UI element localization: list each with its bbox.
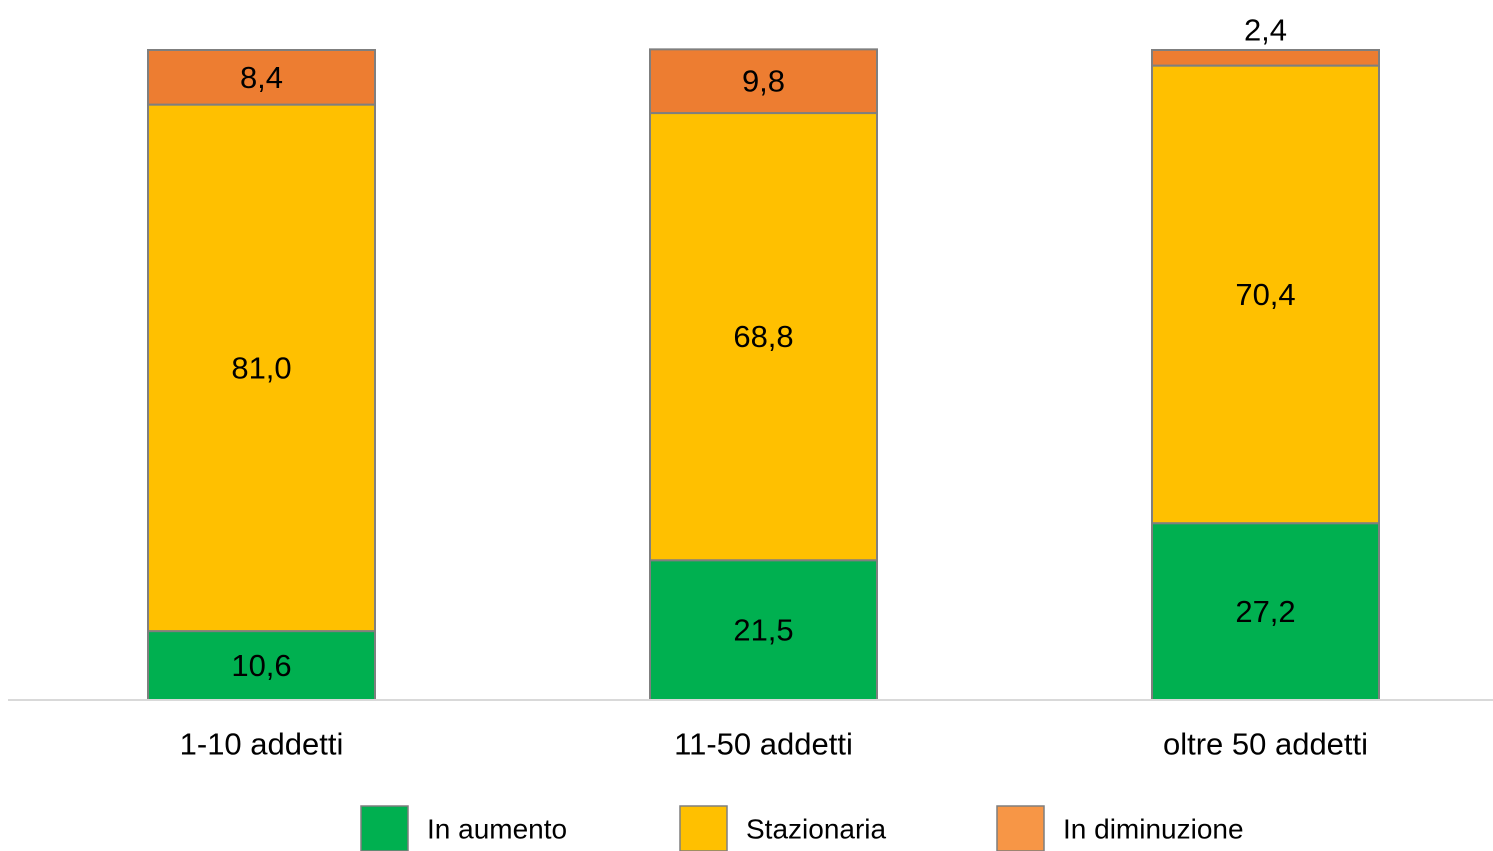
legend-label-in-aumento: In aumento (427, 814, 567, 845)
data-labels-layer: 10,6 81,0 8,4 21,5 68,8 9,8 27,2 70,4 2,4 (231, 13, 1295, 684)
data-label-stazionaria-1: 81,0 (231, 350, 291, 385)
x-tick-label-2: 11-50 addetti (674, 727, 853, 762)
data-label-in-aumento-3: 27,2 (1235, 594, 1295, 629)
bar-stazionaria-1 (147, 103, 376, 633)
data-label-in-aumento-2: 21,5 (733, 613, 793, 648)
bar-in-diminuzione-2 (649, 48, 878, 115)
legend: In aumento Stazionaria In diminuzione (360, 805, 1244, 851)
data-label-in-aumento-1: 10,6 (231, 648, 291, 683)
data-label-stazionaria-2: 68,8 (733, 319, 793, 354)
bar-in-aumento-2 (649, 559, 878, 701)
legend-swatch-in-aumento (360, 805, 409, 851)
bar-in-diminuzione-1 (147, 49, 376, 106)
bar-in-aumento-1 (147, 630, 376, 701)
bar-in-diminuzione-3 (1151, 49, 1380, 67)
data-label-in-diminuzione-2: 9,8 (742, 64, 785, 99)
bar-stazionaria-2 (649, 112, 878, 562)
data-label-stazionaria-3: 70,4 (1235, 277, 1295, 312)
bar-stazionaria-3 (1151, 64, 1380, 525)
data-label-in-diminuzione-1: 8,4 (240, 60, 283, 95)
x-tick-label-1: 1-10 addetti (180, 727, 344, 762)
legend-swatch-stazionaria (679, 805, 728, 851)
legend-label-stazionaria: Stazionaria (746, 814, 887, 845)
x-tick-label-3: oltre 50 addetti (1163, 727, 1368, 762)
bars-layer (147, 48, 1380, 702)
x-tick-labels: 1-10 addetti 11-50 addetti oltre 50 addett… (180, 727, 1368, 762)
legend-swatch-in-diminuzione (996, 805, 1045, 851)
data-label-in-diminuzione-3: 2,4 (1244, 13, 1287, 48)
legend-label-in-diminuzione: In diminuzione (1063, 814, 1244, 845)
